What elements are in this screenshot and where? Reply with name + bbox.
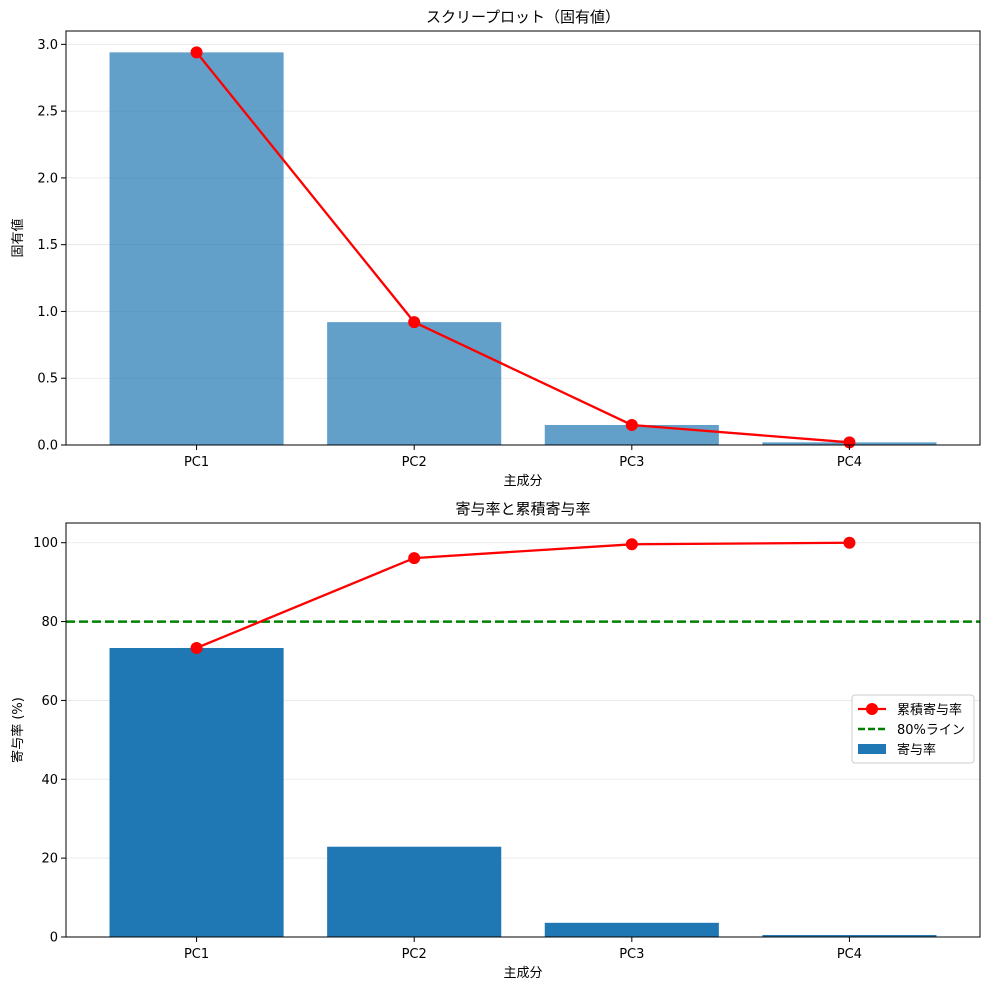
- x-tick-label: PC3: [619, 947, 644, 962]
- bar: [109, 52, 284, 446]
- legend-label-contribution: 寄与率: [897, 742, 936, 758]
- y-tick-label: 0.5: [37, 372, 58, 387]
- y-axis-label: 固有値: [10, 218, 26, 257]
- bar: [762, 935, 937, 937]
- y-tick-label: 0.0: [37, 439, 58, 454]
- x-tick-label: PC3: [619, 455, 644, 470]
- data-point: [625, 418, 638, 431]
- x-tick-label: PC4: [837, 947, 862, 962]
- y-tick-label: 2.0: [37, 171, 58, 186]
- x-tick-label: PC1: [184, 947, 209, 962]
- bar: [327, 846, 502, 937]
- bar: [544, 922, 719, 937]
- legend-label-cumulative: 累積寄与率: [897, 702, 962, 718]
- legend-bar-swatch: [858, 744, 886, 754]
- x-tick-label: PC2: [402, 455, 427, 470]
- bar: [327, 322, 502, 445]
- data-point: [190, 46, 203, 59]
- legend: 累積寄与率 80%ライン 寄与率: [851, 694, 975, 764]
- x-axis-label: 主成分: [503, 474, 542, 489]
- y-tick-label: 20: [41, 852, 58, 867]
- y-tick-label: 60: [41, 694, 58, 709]
- bar: [544, 424, 719, 445]
- x-axis-label: 主成分: [503, 966, 542, 981]
- y-tick-label: 1.0: [37, 305, 58, 320]
- data-point: [625, 538, 638, 551]
- data-point: [408, 552, 421, 565]
- data-point: [190, 641, 203, 654]
- y-tick-label: 80: [41, 615, 58, 630]
- cumulative-line: [196, 541, 850, 650]
- chart-title: スクリープロット（固有値）: [426, 8, 620, 26]
- plot-frame: [65, 30, 981, 446]
- x-tick-label: PC4: [837, 455, 862, 470]
- x-tick-label: PC2: [402, 947, 427, 962]
- y-tick-label: 1.5: [37, 238, 58, 253]
- y-tick-label: 100: [33, 536, 58, 551]
- scree-plot: 0.0 0.5 1.0 1.5 2.0 2.5 3.0 PC1 PC2 PC3 PC4 スクリープ…: [10, 8, 981, 489]
- eigenvalue-line: [195, 51, 850, 444]
- legend-marker-swatch: [866, 703, 878, 715]
- y-axis-label: 寄与率 (%): [10, 697, 26, 763]
- y-tick-label: 0: [50, 931, 58, 946]
- plot-frame: [65, 522, 981, 938]
- y-tick-label: 40: [41, 773, 58, 788]
- bar: [109, 647, 284, 937]
- chart-title: 寄与率と累積寄与率: [455, 500, 590, 518]
- data-point: [843, 536, 856, 549]
- data-point: [408, 316, 421, 329]
- legend-label-80-line: 80%ライン: [897, 723, 965, 738]
- y-tick-label: 3.0: [37, 38, 58, 53]
- x-tick-label: PC1: [184, 455, 209, 470]
- y-tick-label: 2.5: [37, 105, 58, 120]
